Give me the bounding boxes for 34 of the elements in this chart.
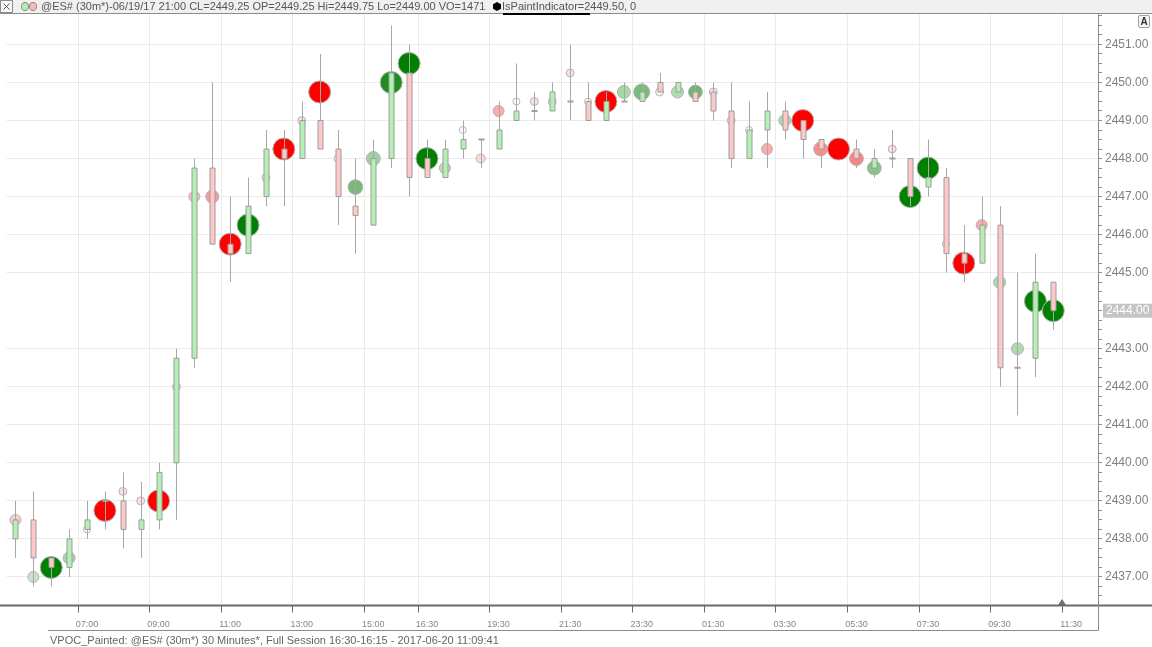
x-tick-label: 21:30 bbox=[558, 619, 582, 630]
x-tick-label: 09:00 bbox=[147, 619, 170, 630]
y-tick-label: 2437.00 bbox=[1105, 569, 1149, 584]
x-tick-label: 05:30 bbox=[845, 619, 868, 630]
x-tick-label: 03:30 bbox=[773, 619, 797, 630]
y-tick-label: 2446.00 bbox=[1105, 226, 1149, 241]
letter-button: A bbox=[1138, 15, 1150, 28]
x-tick-label: 15:00 bbox=[362, 619, 385, 630]
x-tick-label: 11:00 bbox=[219, 619, 242, 630]
text: IsPaintIndicator=2449.50, 0 bbox=[502, 0, 637, 13]
x-tick-label: 07:00 bbox=[75, 619, 99, 630]
text: VPOC_Painted: @ES# (30m*) 30 Minutes*, Full Session 16:30-16:15 - 2017-06-20 11:09:41 bbox=[50, 633, 499, 647]
x-tick-label: 13:00 bbox=[290, 619, 314, 630]
y-tick-label: 2443.00 bbox=[1105, 341, 1149, 356]
chart-title: @ES# (30m*)-06/19/17 21:00 CL=2449.25 OP=2449.25 Hi=2449.75 Lo=2449.00 VO=1471 bbox=[41, 0, 486, 13]
x-tick-label: 19:30 bbox=[487, 619, 510, 630]
text: 2444.00 bbox=[1106, 303, 1150, 318]
y-tick-label: 2448.00 bbox=[1105, 150, 1149, 165]
x-tick-label: 11:30 bbox=[1060, 619, 1083, 630]
y-tick-label: 2449.00 bbox=[1105, 112, 1149, 127]
y-tick-label: 2440.00 bbox=[1105, 455, 1149, 470]
x-tick-label: 23:30 bbox=[630, 619, 653, 630]
y-tick-label: 2438.00 bbox=[1105, 531, 1149, 546]
x-tick-label: 07:30 bbox=[916, 619, 940, 630]
x-tick-label: 16:30 bbox=[415, 619, 439, 630]
y-tick-label: 2445.00 bbox=[1105, 264, 1149, 279]
y-tick-label: 2451.00 bbox=[1105, 36, 1149, 51]
y-tick-label: 2441.00 bbox=[1105, 417, 1149, 432]
y-tick-label: 2439.00 bbox=[1105, 493, 1149, 508]
y-tick-label: 2442.00 bbox=[1105, 379, 1149, 394]
x-tick-label: 01:30 bbox=[702, 619, 725, 630]
y-tick-label: 2450.00 bbox=[1105, 74, 1149, 89]
x-tick-label: 09:30 bbox=[988, 619, 1011, 630]
y-tick-label: 2447.00 bbox=[1105, 188, 1149, 203]
